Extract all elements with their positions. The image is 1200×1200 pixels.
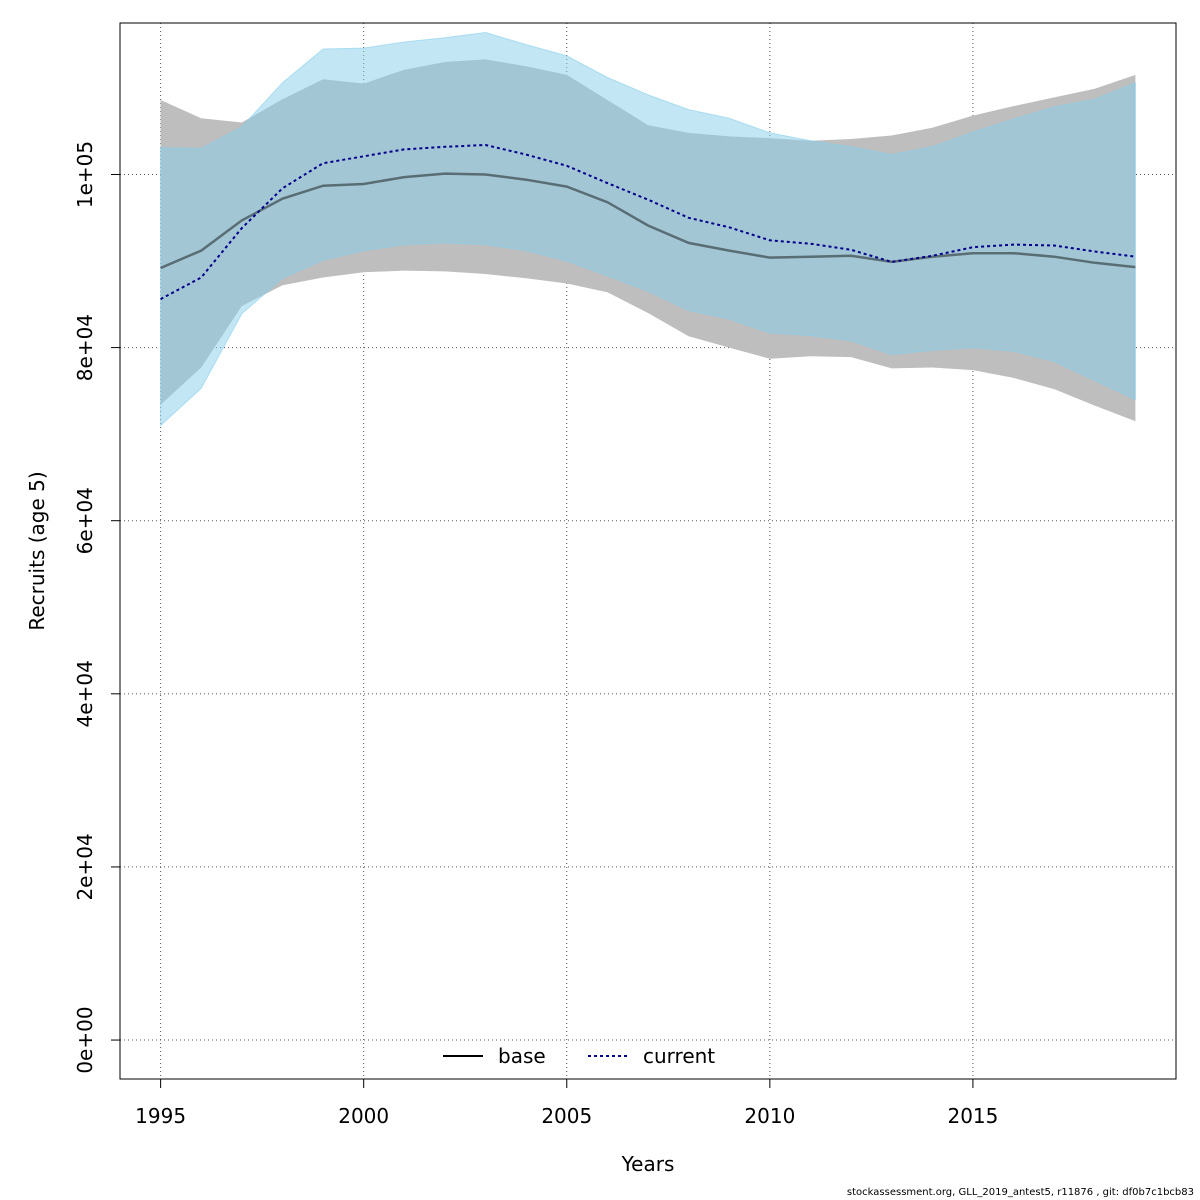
x-axis-title: Years [621,1152,675,1176]
y-tick-label: 4e+04 [73,660,97,727]
band-current [160,31,1136,427]
x-tick-label: 2015 [947,1104,998,1128]
legend: base current [443,1044,715,1068]
x-tick-label: 2005 [541,1104,592,1128]
series-line-base [160,172,1136,270]
series-lines [160,143,1136,300]
x-tick-label: 2010 [744,1104,795,1128]
y-tick-label: 6e+04 [73,487,97,554]
x-tick-label: 2000 [338,1104,389,1128]
y-tick-label: 8e+04 [73,314,97,381]
confidence-bands [160,31,1136,427]
y-axis-title: Recruits (age 5) [25,471,49,630]
y-tick-label: 0e+00 [73,1006,97,1073]
axes: 1995 2000 2005 2010 2015 0e+00 2e+04 4e+04 6e+04… [73,141,998,1128]
legend-label-base: base [498,1044,546,1068]
footer-credit: stockassessment.org, GLL_2019_antest5, r… [846,1187,1194,1198]
y-tick-label: 2e+04 [73,833,97,900]
y-tick-label: 1e+05 [73,141,97,208]
legend-label-current: current [643,1044,715,1068]
x-tick-label: 1995 [135,1104,186,1128]
